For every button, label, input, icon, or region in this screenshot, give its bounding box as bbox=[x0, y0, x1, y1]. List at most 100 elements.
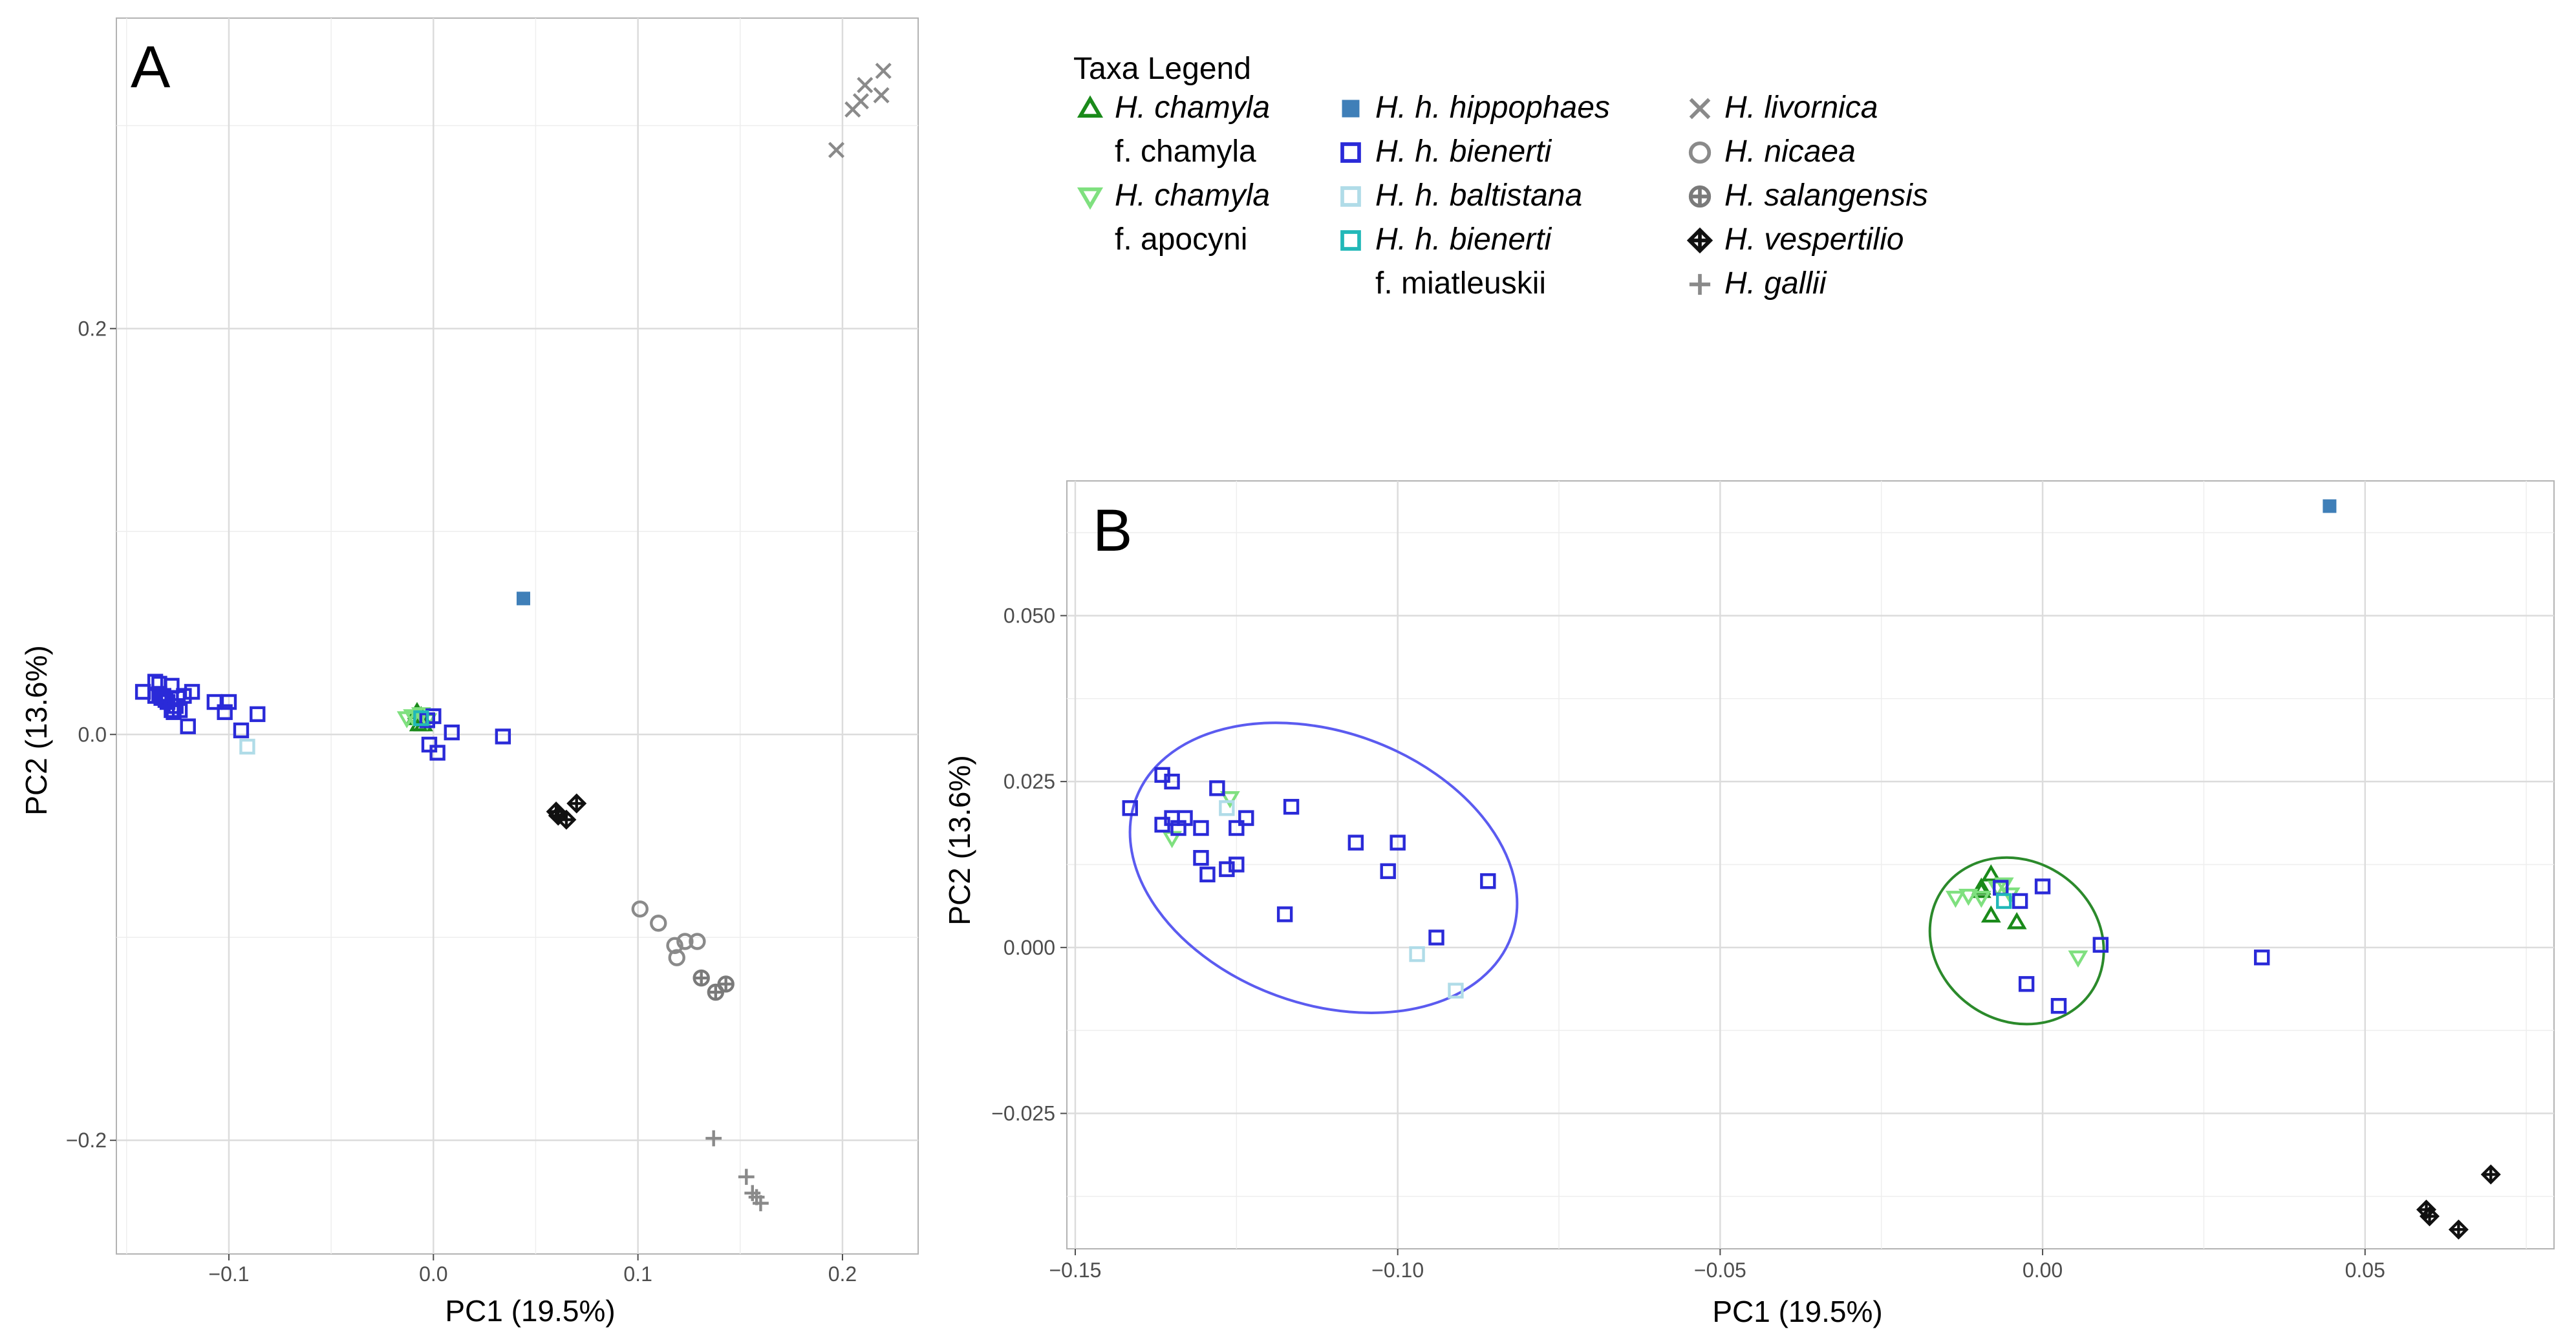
legend-symbol-baltistana bbox=[1340, 186, 1361, 207]
legend-label: H. salangensis bbox=[1724, 178, 1928, 213]
point-bienerti bbox=[421, 736, 438, 753]
y-tick-label: 0.2 bbox=[78, 317, 107, 340]
point-bienerti bbox=[167, 698, 184, 714]
panel-a-background bbox=[116, 17, 919, 1255]
x-tick-label: −0.10 bbox=[1371, 1258, 1424, 1282]
point-bienerti bbox=[2034, 878, 2051, 895]
y-tick-label: −0.025 bbox=[991, 1102, 1055, 1125]
point-salangensis bbox=[707, 983, 725, 1001]
legend-symbol-bienerti bbox=[1340, 142, 1361, 163]
point-bienerti bbox=[2253, 950, 2270, 966]
point-livornica bbox=[873, 87, 890, 103]
point-bienerti bbox=[1229, 856, 1245, 873]
x-tick-label: 0.00 bbox=[2023, 1258, 2063, 1282]
point-bienerti bbox=[1283, 798, 1300, 815]
point-bienerti bbox=[1229, 820, 1245, 836]
point-chamyla-f-chamyla bbox=[2006, 912, 2027, 929]
y-tick-label: 0.0 bbox=[78, 723, 107, 746]
x-tick-label: 0.1 bbox=[623, 1262, 652, 1286]
panel-b: −0.15 −0.10 −0.05 0.00 0.05 −0.025 0.000 0.025… bbox=[943, 480, 2555, 1328]
panel-a-x-ticks: −0.1 0.0 0.1 0.2 bbox=[208, 1254, 857, 1286]
panel-a-grid bbox=[116, 18, 918, 1254]
legend-symbol-chamyla-f-chamyla bbox=[1077, 95, 1104, 118]
point-bienerti-f-miatleuskii bbox=[1996, 893, 2012, 909]
point-vespertilio bbox=[2448, 1219, 2469, 1240]
point-bienerti bbox=[180, 718, 196, 734]
y-tick-label: 0.050 bbox=[1004, 604, 1055, 627]
point-livornica bbox=[857, 77, 874, 94]
point-baltistana bbox=[1409, 946, 1425, 962]
point-chamyla-f-apocyni bbox=[1971, 891, 1991, 908]
legend-item-hippophaes: H. h. hippophaes bbox=[1342, 90, 1610, 125]
point-vespertilio bbox=[566, 793, 587, 814]
panel-a-y-axis-title: PC2 (13.6%) bbox=[19, 645, 53, 815]
legend-symbol-nicaea bbox=[1688, 141, 1712, 164]
panel-b-x-axis-title: PC1 (19.5%) bbox=[1712, 1295, 1882, 1328]
legend-symbol-hippophaes bbox=[1342, 100, 1360, 118]
point-livornica bbox=[852, 93, 869, 110]
point-vespertilio bbox=[2480, 1164, 2501, 1185]
point-gallii bbox=[738, 1169, 755, 1185]
point-nicaea bbox=[676, 933, 694, 950]
point-livornica bbox=[828, 142, 845, 158]
panel-a-points bbox=[134, 63, 892, 1211]
panel-a-y-ticks: −0.2 0.0 0.2 bbox=[66, 317, 116, 1152]
point-bienerti bbox=[1177, 810, 1193, 826]
legend-item-salangensis: H. salangensis bbox=[1688, 178, 1928, 213]
point-chamyla-f-apocyni bbox=[1945, 891, 1966, 908]
point-bienerti bbox=[1219, 861, 1235, 877]
point-bienerti bbox=[1347, 834, 1364, 851]
legend-label: H. gallii bbox=[1724, 266, 1827, 301]
panel-b-letter: B bbox=[1093, 498, 1132, 564]
point-bienerti bbox=[429, 745, 445, 761]
legend-label-form: f. chamyla bbox=[1115, 134, 1256, 169]
x-tick-label: −0.15 bbox=[1049, 1258, 1101, 1282]
x-tick-label: −0.1 bbox=[208, 1262, 249, 1286]
x-tick-label: 0.05 bbox=[2345, 1258, 2385, 1282]
legend-item-livornica: H. livornica bbox=[1689, 90, 1878, 125]
legend-item-bienerti: H. h. bienerti bbox=[1340, 134, 1552, 169]
legend-label: H. h. bienerti bbox=[1375, 222, 1552, 257]
y-tick-label: 0.000 bbox=[1004, 936, 1055, 959]
panel-b-y-ticks: −0.025 0.000 0.025 0.050 bbox=[991, 604, 1067, 1125]
point-bienerti bbox=[2050, 997, 2067, 1014]
legend-item-chamyla-f-chamyla: H. chamyla f. chamyla bbox=[1077, 90, 1270, 169]
point-gallii bbox=[705, 1130, 722, 1147]
legend-label: H. h. bienerti bbox=[1375, 134, 1552, 169]
point-chamyla-f-apocyni bbox=[1958, 888, 1979, 906]
panel-b-x-ticks: −0.15 −0.10 −0.05 0.00 0.05 bbox=[1049, 1249, 2385, 1282]
legend-symbol-livornica bbox=[1689, 98, 1711, 120]
point-bienerti bbox=[250, 706, 266, 723]
legend-item-nicaea: H. nicaea bbox=[1688, 134, 1856, 169]
point-baltistana bbox=[1448, 982, 1464, 999]
point-vespertilio bbox=[2419, 1206, 2440, 1227]
point-nicaea bbox=[631, 900, 649, 918]
legend-item-gallii: H. gallii bbox=[1689, 266, 1827, 301]
legend-label: H. chamyla bbox=[1115, 90, 1270, 125]
panel-b-ellipses bbox=[1128, 721, 2105, 1026]
point-chamyla-f-apocyni bbox=[2068, 950, 2088, 968]
point-bienerti bbox=[233, 722, 250, 739]
legend-label: H. vespertilio bbox=[1724, 222, 1904, 257]
legend-symbol-bienerti-f-miatleuskii bbox=[1340, 230, 1361, 251]
point-bienerti bbox=[176, 688, 192, 704]
point-bienerti bbox=[1380, 863, 1396, 879]
point-bienerti bbox=[1480, 873, 1496, 889]
point-bienerti bbox=[1164, 773, 1180, 790]
point-bienerti bbox=[1276, 906, 1293, 922]
ellipse-chamyla-cluster bbox=[1928, 856, 2105, 1026]
point-bienerti bbox=[495, 728, 511, 745]
point-bienerti bbox=[1428, 929, 1444, 946]
panel-a-letter: A bbox=[131, 34, 171, 100]
point-salangensis bbox=[717, 975, 735, 993]
point-bienerti bbox=[1193, 820, 1209, 836]
point-gallii bbox=[753, 1195, 769, 1211]
legend-item-vespertilio: H. vespertilio bbox=[1686, 222, 1904, 257]
x-tick-label: 0.0 bbox=[419, 1262, 447, 1286]
legend-symbol-vespertilio bbox=[1686, 227, 1713, 254]
point-bienerti-f-miatleuskii bbox=[413, 710, 429, 727]
point-nicaea bbox=[689, 933, 706, 950]
point-chamyla-f-apocyni bbox=[1219, 791, 1240, 809]
